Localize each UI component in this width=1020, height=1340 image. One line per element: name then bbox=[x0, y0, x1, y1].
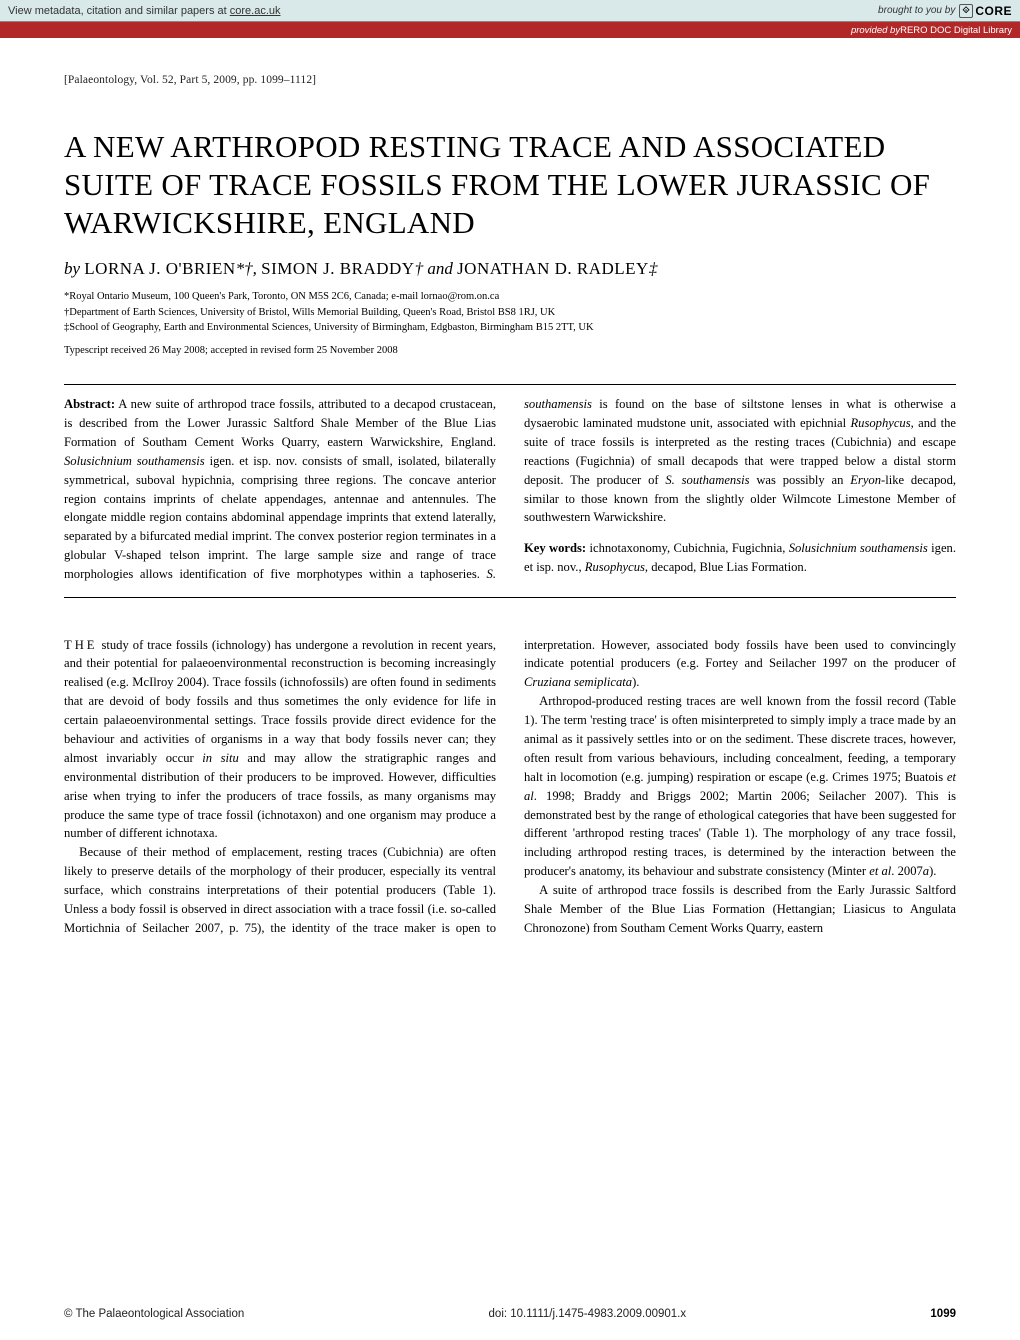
keywords-paragraph: Key words: ichnotaxonomy, Cubichnia, Fug… bbox=[524, 539, 956, 577]
banner-prefix: View metadata, citation and similar pape… bbox=[8, 5, 230, 17]
article-title: A NEW ARTHROPOD RESTING TRACE AND ASSOCI… bbox=[64, 128, 956, 241]
core-text: CORE bbox=[975, 4, 1012, 18]
author-2: SIMON J. BRADDY bbox=[261, 259, 414, 278]
rule-bottom bbox=[64, 597, 956, 598]
body-p2-ital: Cruziana semiplicata bbox=[524, 675, 632, 689]
abstract-e: was possibly an bbox=[750, 473, 851, 487]
doi: doi: 10.1111/j.1475-4983.2009.00901.x bbox=[489, 1308, 687, 1320]
by-word: by bbox=[64, 259, 84, 278]
core-link[interactable]: core.ac.uk bbox=[230, 5, 281, 17]
abstract-ital1: Solusichnium southamensis bbox=[64, 454, 205, 468]
abstract-ital4: S. southamensis bbox=[665, 473, 749, 487]
author-2-sym: † bbox=[415, 259, 428, 278]
body-text: THE study of trace fossils (ichnology) h… bbox=[64, 636, 956, 938]
abstract-block: Abstract: A new suite of arthropod trace… bbox=[64, 395, 956, 586]
core-logo[interactable]: ⟐ CORE bbox=[959, 4, 1012, 18]
keywords-label: Key words: bbox=[524, 541, 586, 555]
body-p1-ital: in situ bbox=[202, 751, 239, 765]
body-p3c: . 2007 bbox=[891, 864, 922, 878]
body-p3a: Arthropod-produced resting traces are we… bbox=[524, 694, 956, 784]
dropcap: THE bbox=[64, 638, 97, 652]
body-p3-ital2: et al bbox=[869, 864, 891, 878]
keywords-ital2: Rusophycus bbox=[585, 560, 645, 574]
affiliation-1: *Royal Ontario Museum, 100 Queen's Park,… bbox=[64, 289, 956, 304]
abstract-a: A new suite of arthropod trace fossils, … bbox=[64, 397, 496, 449]
keywords-ital1: Solusichnium southamensis bbox=[789, 541, 928, 555]
repo-name: RERO DOC Digital Library bbox=[900, 25, 1012, 36]
core-glyph-icon: ⟐ bbox=[959, 4, 973, 18]
affiliation-2: †Department of Earth Sciences, Universit… bbox=[64, 305, 956, 320]
author-3: JONATHAN D. RADLEY bbox=[457, 259, 649, 278]
abstract-ital3: Rusophycus bbox=[850, 416, 910, 430]
repo-prefix: provided by bbox=[851, 25, 900, 36]
body-p2b: ). bbox=[632, 675, 639, 689]
body-p3: Arthropod-produced resting traces are we… bbox=[524, 692, 956, 881]
body-p1: THE study of trace fossils (ichnology) h… bbox=[64, 636, 496, 844]
author-3-sym: ‡ bbox=[649, 259, 658, 278]
and-word: and bbox=[427, 259, 457, 278]
brought-by: brought to you by bbox=[878, 5, 955, 16]
typescript-received: Typescript received 26 May 2008; accepte… bbox=[64, 345, 956, 356]
page-content: [Palaeontology, Vol. 52, Part 5, 2009, p… bbox=[0, 38, 1020, 958]
body-p3d: ). bbox=[929, 864, 936, 878]
journal-reference: [Palaeontology, Vol. 52, Part 5, 2009, p… bbox=[64, 74, 956, 86]
keywords-c: , decapod, Blue Lias Formation. bbox=[645, 560, 807, 574]
abstract-b: igen. et isp. nov. consists of small, is… bbox=[64, 454, 496, 581]
copyright: © The Palaeontological Association bbox=[64, 1308, 244, 1320]
repo-bar: provided by RERO DOC Digital Library bbox=[0, 22, 1020, 38]
page-footer: © The Palaeontological Association doi: … bbox=[64, 1308, 956, 1320]
rule-top bbox=[64, 384, 956, 385]
banner-left: View metadata, citation and similar pape… bbox=[8, 5, 281, 17]
page-number: 1099 bbox=[930, 1308, 956, 1320]
affiliation-3: ‡School of Geography, Earth and Environm… bbox=[64, 320, 956, 335]
body-p1a: study of trace fossils (ichnology) has u… bbox=[64, 638, 496, 765]
abstract-ital5: Eryon bbox=[850, 473, 881, 487]
affiliations: *Royal Ontario Museum, 100 Queen's Park,… bbox=[64, 289, 956, 335]
authors-line: by LORNA J. O'BRIEN*†, SIMON J. BRADDY† … bbox=[64, 259, 956, 279]
author-1: LORNA J. O'BRIEN bbox=[84, 259, 235, 278]
keywords-a: ichnotaxonomy, Cubichnia, Fugichnia, bbox=[586, 541, 789, 555]
metadata-banner: View metadata, citation and similar pape… bbox=[0, 0, 1020, 22]
author-1-sym: *†, bbox=[236, 259, 262, 278]
banner-right: brought to you by ⟐ CORE bbox=[878, 4, 1012, 18]
body-p4a: A suite of arthropod trace fossils is de… bbox=[524, 883, 956, 935]
body-p4: A suite of arthropod trace fossils is de… bbox=[524, 881, 956, 938]
abstract-label: Abstract: bbox=[64, 397, 115, 411]
